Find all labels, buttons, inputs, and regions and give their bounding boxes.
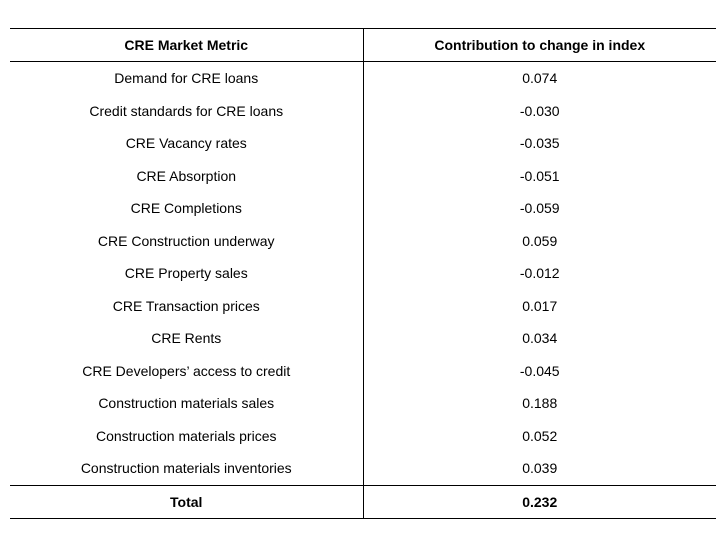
value-cell: 0.052 (522, 427, 558, 444)
metric-cell: CRE Vacancy rates (10, 127, 364, 160)
value-cell: -0.030 (519, 102, 560, 119)
table-row: CRE Vacancy rates -0.035 (10, 127, 716, 160)
metric-cell: Demand for CRE loans (10, 61, 364, 95)
value-cell: 0.188 (522, 395, 558, 412)
value-cell: 0.074 (522, 70, 558, 87)
value-cell: -0.045 (519, 362, 560, 379)
value-cell: 0.034 (522, 330, 558, 347)
table-row: Construction materials sales 0.188 (10, 387, 716, 420)
value-cell: 0.017 (522, 297, 558, 314)
header-metric: CRE Market Metric (10, 28, 364, 62)
total-label: Total (10, 484, 364, 519)
metric-cell: CRE Rents (10, 322, 364, 355)
table-row: Construction materials inventories 0.039 (10, 452, 716, 485)
value-cell: 0.039 (522, 460, 558, 477)
metric-cell: CRE Developers’ access to credit (10, 354, 364, 387)
total-row: Total 0.232 (10, 484, 716, 519)
table-row: CRE Developers’ access to credit -0.045 (10, 354, 716, 387)
metric-cell: Construction materials sales (10, 387, 364, 420)
table-row: CRE Absorption -0.051 (10, 159, 716, 192)
value-cell: -0.035 (519, 135, 560, 152)
header-contribution: Contribution to change in index (363, 28, 716, 62)
table-row: CRE Construction underway 0.059 (10, 224, 716, 257)
metric-cell: CRE Completions (10, 192, 364, 225)
metric-cell: CRE Transaction prices (10, 289, 364, 322)
value-cell: -0.059 (519, 200, 560, 217)
metric-cell: Construction materials prices (10, 419, 364, 452)
table-row: CRE Rents 0.034 (10, 322, 716, 355)
metrics-table-container: CRE Market Metric Contribution to change… (10, 28, 716, 519)
cre-metrics-table: CRE Market Metric Contribution to change… (10, 28, 716, 519)
table-row: CRE Transaction prices 0.017 (10, 289, 716, 322)
table-header-row: CRE Market Metric Contribution to change… (10, 28, 716, 62)
metric-cell: Credit standards for CRE loans (10, 94, 364, 127)
metric-cell: Construction materials inventories (10, 452, 364, 485)
table-row: Demand for CRE loans 0.074 (10, 61, 716, 95)
table-row: Construction materials prices 0.052 (10, 419, 716, 452)
value-cell: -0.012 (519, 265, 560, 282)
metric-cell: CRE Property sales (10, 257, 364, 290)
total-value: 0.232 (363, 484, 716, 519)
metric-cell: CRE Absorption (10, 159, 364, 192)
metric-cell: CRE Construction underway (10, 224, 364, 257)
table-row: Credit standards for CRE loans -0.030 (10, 94, 716, 127)
value-cell: 0.059 (522, 232, 558, 249)
table-row: CRE Property sales -0.012 (10, 257, 716, 290)
value-cell: -0.051 (519, 167, 560, 184)
table-row: CRE Completions -0.059 (10, 192, 716, 225)
